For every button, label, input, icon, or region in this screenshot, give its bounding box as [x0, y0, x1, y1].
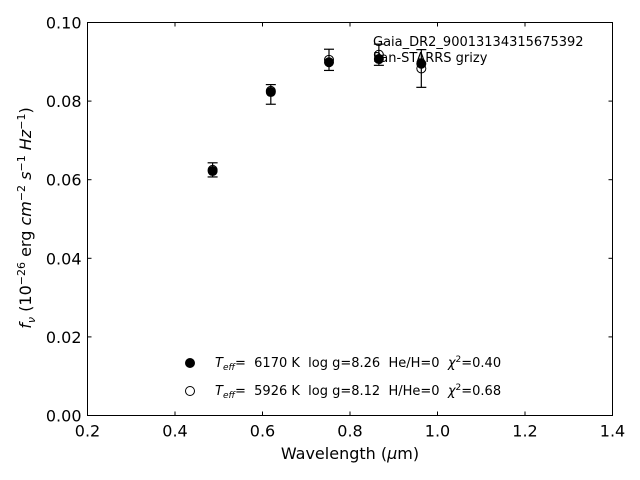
annotation-survey: Pan-STARRS grizy — [373, 51, 488, 66]
y-tick-label: 0.00 — [46, 407, 82, 426]
x-tick-label: 1.0 — [425, 422, 450, 441]
legend-marker-filled — [185, 358, 195, 368]
data-point-filled — [324, 57, 334, 68]
data-point-open — [373, 49, 384, 60]
y-tick-label: 0.04 — [46, 249, 82, 268]
x-tick-label: 1.4 — [600, 422, 625, 441]
annotation-star-id: Gaia_DR2_90013134315675392 — [373, 35, 584, 50]
x-axis-ticks: 0.2 0.4 0.6 0.8 1.0 1.2 1.4 — [75, 22, 625, 441]
data-point-open — [416, 63, 427, 74]
x-tick-label: 0.4 — [162, 422, 187, 441]
x-tick-label: 0.2 — [75, 422, 100, 441]
legend-entry-1: Teff= 6170 K log g=8.26 He/H=0 χ2=0.40 — [215, 355, 501, 373]
x-tick-label: 1.2 — [512, 422, 537, 441]
y-axis-ticks: 0.00 0.02 0.04 0.06 0.08 0.10 — [46, 14, 613, 426]
legend-entry-2: Teff= 5926 K log g=8.12 H/He=0 χ2=0.68 — [215, 383, 501, 401]
data-point-open — [265, 85, 276, 96]
legend-marker-open — [185, 386, 195, 396]
legend: Teff= 6170 K log g=8.26 He/H=0 χ2=0.40 T… — [185, 355, 501, 401]
y-tick-label: 0.02 — [46, 328, 82, 347]
y-tick-label: 0.08 — [46, 92, 82, 111]
data-point-open — [207, 164, 218, 175]
y-tick-label: 0.10 — [46, 14, 82, 33]
data-points — [207, 49, 427, 177]
x-tick-label: 0.8 — [337, 422, 362, 441]
x-tick-label: 0.6 — [250, 422, 275, 441]
y-axis-label: fν (10−26 erg cm−2 s−1 Hz−1) — [15, 107, 38, 328]
data-point-open — [324, 54, 334, 65]
y-tick-label: 0.06 — [46, 171, 82, 190]
x-axis-label: Wavelength (μm) — [281, 444, 419, 463]
